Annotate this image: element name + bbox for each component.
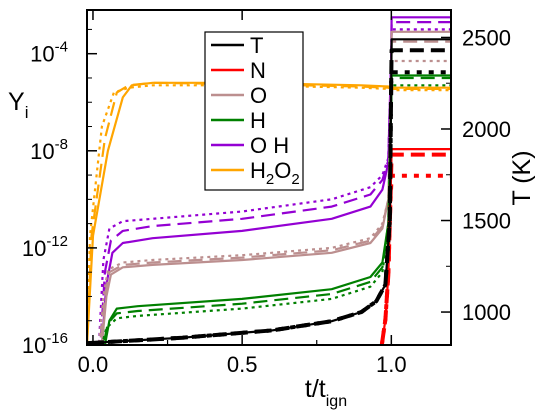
y-right-tick-label: 2500 — [462, 25, 511, 50]
legend-label-h2o2: H2O2 — [250, 158, 300, 188]
y-left-axis-title-main: Y — [8, 88, 25, 116]
legend-label-part: O — [274, 158, 291, 183]
y-left-tick-base: 10 — [30, 139, 54, 164]
legend-label-sub: 2 — [266, 171, 274, 188]
plot-frame — [86, 9, 452, 346]
legend-label-n: N — [250, 58, 266, 83]
legend-label-part: H — [250, 158, 266, 183]
y-left-axis-title: Yi — [8, 88, 28, 122]
y-left-tick-label: 10-4 — [30, 39, 68, 67]
y-left-axis-title-sub: i — [25, 103, 29, 122]
legend-box — [204, 31, 304, 191]
y-left-tick-base: 10 — [30, 42, 54, 67]
y-left-tick-label: 10-12 — [22, 233, 68, 261]
y-right-tick-label: 1500 — [462, 209, 511, 234]
y-right-tick-label: 1000 — [462, 300, 511, 325]
y-right-axis-title: T (K) — [508, 150, 536, 205]
y-right-tick-label: 2000 — [462, 117, 511, 142]
series-line-o-dashed — [87, 40, 451, 345]
x-tick-label: 0.0 — [78, 352, 109, 377]
series-layer — [87, 16, 451, 345]
y-left-tick-label: 10-16 — [22, 330, 68, 358]
labels-layer: 0.0 0.5 1.010-1610-1210-810-41000150020002… — [8, 25, 536, 410]
series-line-n-dotted — [379, 173, 451, 345]
legend-label-sub: 2 — [291, 171, 299, 188]
legend-label-oh: O H — [250, 133, 289, 158]
y-left-tick-exponent: -4 — [55, 39, 68, 56]
y-left-tick-exponent: -16 — [46, 330, 68, 347]
y-left-tick-exponent: -8 — [55, 136, 68, 153]
legend-label-t: T — [250, 33, 263, 58]
ticks-layer — [87, 10, 451, 346]
series-line-oh-dotted — [87, 28, 451, 345]
x-axis-title: t/tign — [305, 375, 347, 410]
y-left-tick-exponent: -12 — [46, 233, 68, 250]
x-tick-label: 0.5 — [227, 352, 258, 377]
y-left-tick-label: 10-8 — [30, 136, 68, 164]
series-line-n-dashed — [379, 152, 451, 345]
x-axis-title-main: t/t — [305, 375, 326, 403]
x-axis-title-sub: ign — [326, 393, 347, 410]
legend-label-o: O — [250, 83, 267, 108]
legend-label-h: H — [250, 108, 266, 133]
x-tick-label: 1.0 — [376, 352, 407, 377]
y-left-tick-base: 10 — [22, 333, 46, 358]
series-line-h2o2-dotted — [87, 84, 451, 345]
y-left-tick-base: 10 — [22, 236, 46, 261]
series-line-t-solid — [87, 38, 451, 345]
